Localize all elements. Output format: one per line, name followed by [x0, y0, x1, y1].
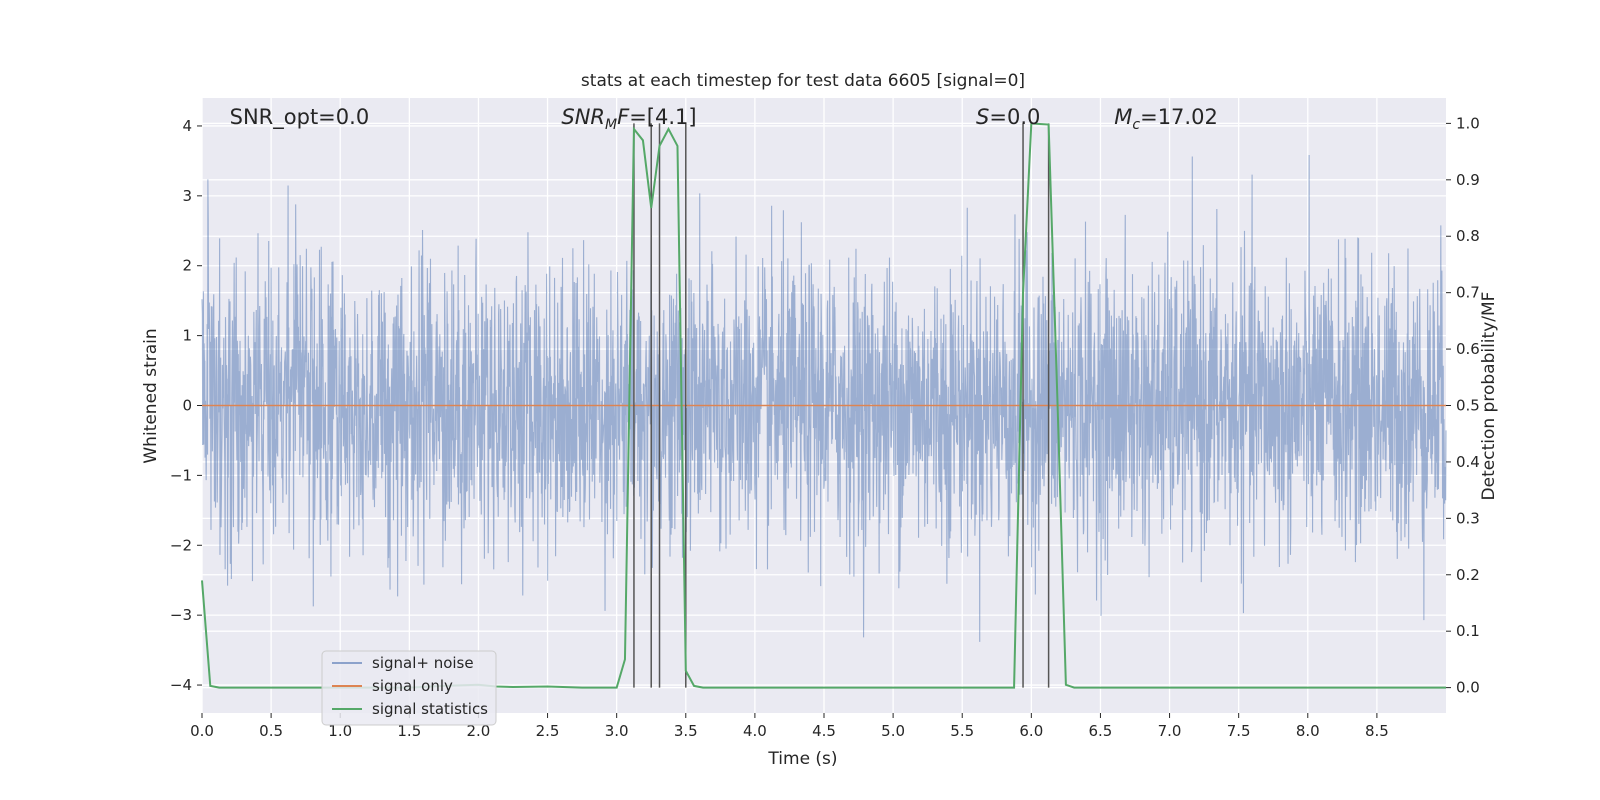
y-tick-label: 1 [182, 327, 192, 345]
y2-tick-label: 0.1 [1456, 622, 1480, 640]
y-tick-label: −4 [170, 676, 192, 694]
y2-axis-label: Detection probability/MF [1479, 292, 1499, 501]
x-tick-label: 7.5 [1227, 722, 1251, 740]
vertical-markers [633, 123, 1050, 688]
y2-tick-label: 0.7 [1456, 284, 1480, 302]
legend-label-signal-only: signal only [372, 677, 453, 695]
x-axis-label: Time (s) [767, 749, 837, 769]
annotation-subscript: c [1132, 117, 1140, 133]
y2-tick-label: 0.8 [1456, 227, 1480, 245]
legend-box [321, 650, 497, 726]
y-tick-label: 0 [182, 397, 192, 415]
legend-label-signal-statistics: signal statistics [372, 700, 488, 718]
y-tick-label: 3 [182, 187, 192, 205]
annotation-letter: F [617, 105, 630, 129]
y2-tick-label: 0.2 [1456, 566, 1480, 584]
legend-label-signal-noise: signal+ noise [372, 654, 474, 672]
x-tick-labels: 0.0 0.5 1.0 1.5 2.0 2.5 3.0 3.5 4.0 4.5 5.0 5.5 6.0 6… [190, 713, 1389, 740]
signal-noise-line [201, 155, 1447, 642]
y2-tick-label: 0.3 [1456, 509, 1480, 527]
annotation-main: S [976, 105, 989, 129]
y2-tick-label: 0.0 [1456, 679, 1480, 697]
x-tick-label: 0.0 [190, 722, 214, 740]
x-tick-label: 0.5 [259, 722, 283, 740]
annotation-main: SNR [561, 105, 605, 129]
y2-tick-label: 1.0 [1456, 114, 1480, 132]
y-tick-label: −3 [170, 606, 192, 624]
x-tick-label: 3.0 [605, 722, 629, 740]
y-tick-labels: −4 −3 −2 −1 0 1 2 3 4 [170, 117, 202, 694]
y2-tick-label: 0.9 [1456, 171, 1480, 189]
series-signal-noise [201, 155, 1447, 642]
y2-tick-label: 0.4 [1456, 453, 1480, 471]
x-tick-label: 8.0 [1296, 722, 1320, 740]
y-tick-label: −2 [170, 536, 192, 554]
x-tick-label: 7.0 [1158, 722, 1182, 740]
annotation-value: =0.0 [989, 105, 1040, 129]
x-tick-label: 6.0 [1019, 722, 1043, 740]
y-tick-label: 2 [182, 257, 192, 275]
annotation-snr-mf: SNRMF=[4.1] [561, 105, 696, 133]
x-tick-label: 1.5 [397, 722, 421, 740]
x-tick-label: 5.0 [881, 722, 905, 740]
y-tick-label: 4 [182, 117, 192, 135]
x-tick-label: 8.5 [1365, 722, 1389, 740]
annotation-mc-val: Mc=17.02 [1114, 105, 1218, 133]
annotation-subscript: M [605, 117, 617, 133]
y2-tick-label: 0.6 [1456, 340, 1480, 358]
legend: signal+ noise signal only signal statist… [321, 650, 497, 726]
x-tick-label: 5.5 [950, 722, 974, 740]
x-tick-label: 1.0 [328, 722, 352, 740]
x-tick-label: 2.5 [536, 722, 560, 740]
annotation-value: =17.02 [1140, 105, 1218, 129]
x-tick-label: 6.5 [1089, 722, 1113, 740]
annotation-snr-opt: SNR_opt=0.0 [230, 105, 370, 130]
x-tick-label: 4.5 [812, 722, 836, 740]
annotation-main: SNR_opt=0.0 [230, 105, 370, 130]
y2-tick-label: 0.5 [1456, 397, 1480, 415]
x-tick-label: 3.5 [674, 722, 698, 740]
y-axis-label: Whitened strain [141, 328, 161, 463]
x-tick-label: 4.0 [743, 722, 767, 740]
x-tick-label: 2.0 [467, 722, 491, 740]
y2-tick-labels: 0.0 0.1 0.2 0.3 0.4 0.5 0.6 0.7 0.8 0.9 1.0 [1446, 114, 1480, 697]
y-tick-label: −1 [170, 466, 192, 484]
annotation-s-val: S=0.0 [976, 105, 1040, 129]
chart-title: stats at each timestep for test data 660… [581, 71, 1025, 91]
annotations: SNR_opt=0.0 SNRMF=[4.1] S=0.0 Mc=17.02 [230, 105, 1218, 133]
annotation-value: =[4.1] [629, 105, 696, 129]
annotation-main: M [1114, 105, 1132, 129]
